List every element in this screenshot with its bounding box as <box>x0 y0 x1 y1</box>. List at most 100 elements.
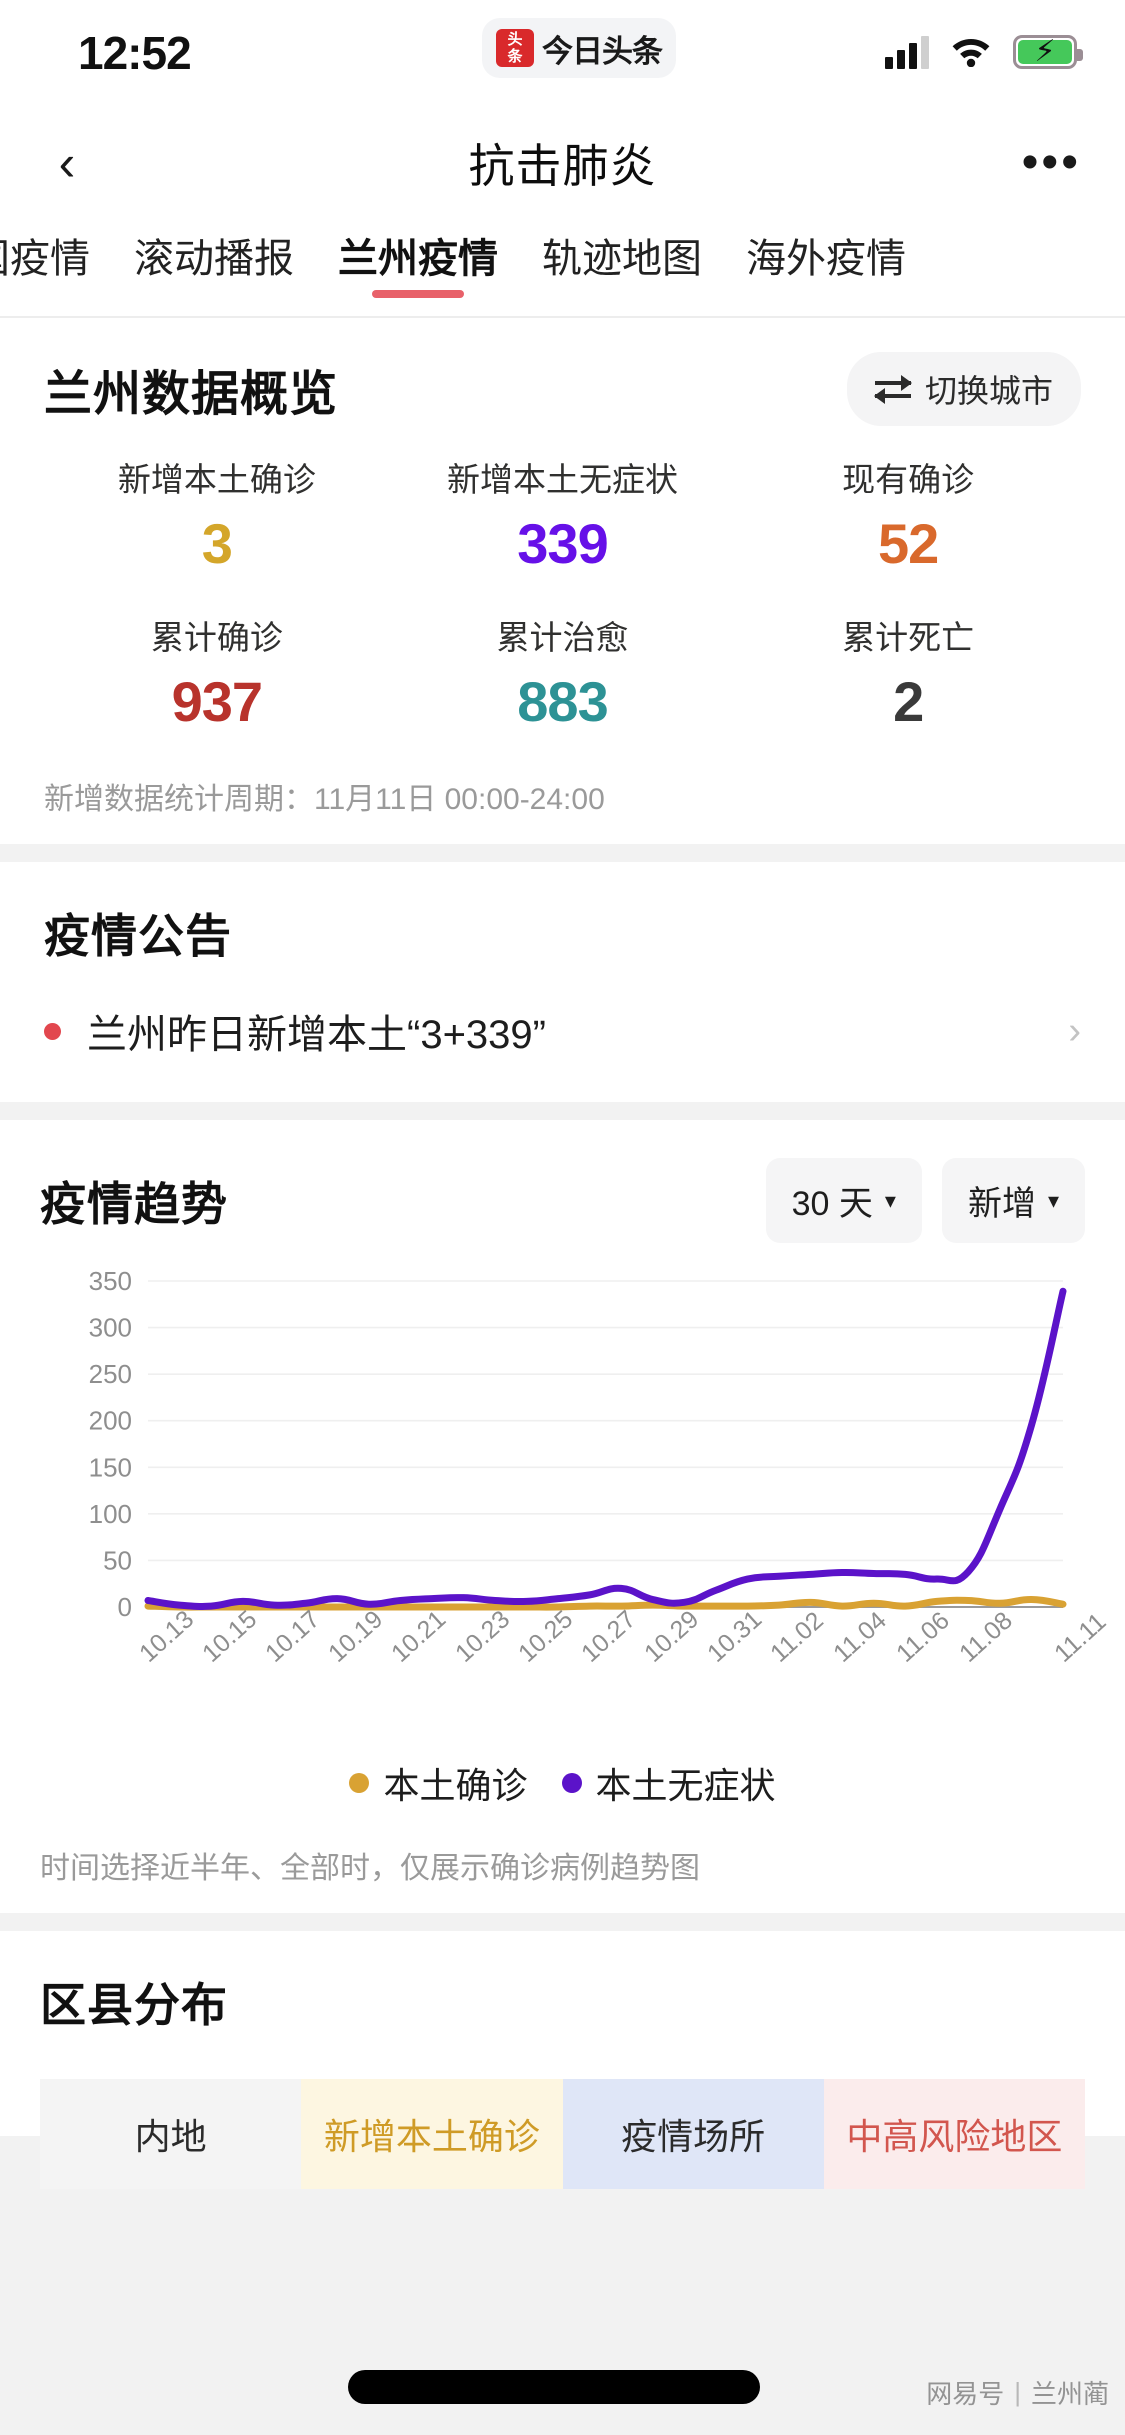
stat-label: 新增本土无症状 <box>447 461 678 498</box>
chart-legend: 本土确诊 本土无症状 <box>40 1757 1085 1809</box>
range-selector-dropdown[interactable]: 30 天 ▾ <box>765 1158 922 1243</box>
district-tab-mainland[interactable]: 内地 <box>40 2079 302 2189</box>
legend-dot-icon <box>349 1773 370 1793</box>
overview-card: 兰州数据概览 切换城市 新增本土确诊 3 新增本土无症状 339 现有确诊 52 <box>0 318 1125 844</box>
svg-text:350: 350 <box>89 1271 132 1296</box>
status-icons: ⚡ <box>885 26 1083 78</box>
statistics-period-note: 新增数据统计周期：11月11日 00:00-24:00 <box>44 783 605 816</box>
page-title: 抗击肺炎 <box>468 140 657 192</box>
chevron-down-icon: ▾ <box>1047 1187 1059 1213</box>
trend-chart[interactable]: 0 50 100 150 200 250 300 350 <box>40 1271 1085 1651</box>
trend-chart-svg: 0 50 100 150 200 250 300 350 <box>89 1271 1067 1622</box>
tab-trajectory-map-label: 轨迹地图 <box>542 237 702 281</box>
switch-city-button[interactable]: 切换城市 <box>846 352 1081 426</box>
stat-value: 883 <box>517 670 608 733</box>
district-section-title: 区县分布 <box>40 1979 228 2031</box>
svg-text:0: 0 <box>118 1592 132 1622</box>
tab-overseas[interactable]: 海外疫情 <box>724 224 928 294</box>
tab-national[interactable]: 国疫情 <box>0 224 112 294</box>
stat-label: 累计治愈 <box>496 619 629 656</box>
svg-text:200: 200 <box>89 1406 132 1436</box>
district-tab-label: 疫情场所 <box>621 2116 766 2157</box>
signal-bars-icon <box>885 35 929 69</box>
trend-controls: 30 天 ▾ 新增 ▾ <box>765 1158 1085 1243</box>
stat-value: 937 <box>171 670 263 733</box>
watermark-separator: | <box>1014 2377 1021 2407</box>
range-selector-label: 30 天 <box>791 1185 873 1223</box>
swap-arrows-icon <box>873 374 913 404</box>
overview-header: 兰州数据概览 切换城市 <box>44 352 1081 426</box>
tab-lanzhou-label: 兰州疫情 <box>338 237 498 281</box>
stat-total-recovered: 累计治愈 883 <box>390 612 736 740</box>
legend-item-local-confirmed[interactable]: 本土确诊 <box>349 1757 528 1809</box>
district-tab-new-local-confirmed[interactable]: 新增本土确诊 <box>301 2079 563 2189</box>
stat-value: 2 <box>893 670 924 733</box>
notice-section-title: 疫情公告 <box>44 910 232 962</box>
metric-selector-dropdown[interactable]: 新增 ▾ <box>941 1158 1085 1243</box>
district-card: 区县分布 内地 新增本土确诊 疫情场所 中高风险地区 <box>0 1931 1125 2189</box>
section-divider-3 <box>0 1913 1125 1931</box>
trend-section-title: 疫情趋势 <box>40 1177 228 1230</box>
status-bar: 12:52 头 条 今日头条 ⚡ <box>0 0 1125 108</box>
svg-text:250: 250 <box>89 1359 132 1389</box>
battery-charging-icon: ⚡ <box>1013 35 1083 69</box>
toutiao-app-badge: 头 条 今日头条 <box>482 18 676 78</box>
more-options-icon[interactable]: ••• <box>1021 136 1081 189</box>
legend-label: 本土确诊 <box>383 1765 528 1806</box>
legend-item-local-asymptomatic[interactable]: 本土无症状 <box>561 1757 776 1809</box>
chevron-right-icon[interactable]: › <box>1068 1009 1081 1052</box>
back-icon[interactable]: ‹ <box>58 135 76 191</box>
watermark: 网易号 | 兰州蔺 <box>926 2374 1109 2411</box>
stat-total-deaths: 累计死亡 2 <box>735 612 1081 740</box>
toutiao-logo-char-top: 头 <box>507 31 523 48</box>
stat-value: 3 <box>201 512 233 575</box>
status-time: 12:52 <box>78 27 192 79</box>
toutiao-logo-icon: 头 条 <box>496 29 534 67</box>
svg-text:50: 50 <box>103 1545 132 1575</box>
chart-x-axis-labels: 10.13 10.15 10.17 10.19 10.21 10.23 10.25 10.27… <box>40 1605 1111 1739</box>
district-tab-label: 中高风险地区 <box>846 2116 1063 2157</box>
stat-label: 累计确诊 <box>150 619 283 656</box>
section-divider <box>0 844 1125 862</box>
stat-current-confirmed: 现有确诊 52 <box>735 454 1081 582</box>
metric-selector-label: 新增 <box>967 1185 1036 1223</box>
district-tab-outbreak-venues[interactable]: 疫情场所 <box>562 2079 824 2189</box>
stat-total-confirmed: 累计确诊 937 <box>44 612 390 740</box>
stats-row-cumulative: 累计确诊 937 累计治愈 883 累计死亡 2 <box>44 612 1081 740</box>
legend-label: 本土无症状 <box>595 1765 776 1806</box>
toutiao-app-name: 今日头条 <box>542 33 663 69</box>
nav-header: ‹ 抗击肺炎 ••• <box>0 108 1125 218</box>
stat-new-local-asymptomatic: 新增本土无症状 339 <box>390 454 736 582</box>
tab-live-feed-label: 滚动播报 <box>134 237 294 281</box>
district-tab-bar[interactable]: 内地 新增本土确诊 疫情场所 中高风险地区 <box>40 2079 1085 2189</box>
tab-trajectory-map[interactable]: 轨迹地图 <box>520 224 724 294</box>
stat-label: 新增本土确诊 <box>117 461 316 498</box>
notice-list-item[interactable]: 兰州昨日新增本土“3+339” › <box>44 1002 1081 1060</box>
toutiao-logo-char-bottom: 条 <box>507 48 523 65</box>
district-tab-risk-areas[interactable]: 中高风险地区 <box>823 2079 1085 2189</box>
stat-new-local-confirmed: 新增本土确诊 3 <box>44 454 390 582</box>
tab-lanzhou[interactable]: 兰州疫情 <box>316 224 520 298</box>
tab-overseas-label: 海外疫情 <box>746 237 906 281</box>
overview-title: 兰州数据概览 <box>44 368 339 421</box>
tab-active-indicator <box>372 290 464 298</box>
svg-text:150: 150 <box>89 1452 132 1482</box>
stats-row-new: 新增本土确诊 3 新增本土无症状 339 现有确诊 52 <box>44 454 1081 582</box>
redaction-bar <box>348 2370 760 2404</box>
stat-label: 现有确诊 <box>842 461 975 498</box>
bullet-dot-icon <box>44 1022 61 1040</box>
trend-header: 疫情趋势 30 天 ▾ 新增 ▾ <box>40 1158 1085 1243</box>
switch-city-label: 切换城市 <box>924 373 1053 409</box>
watermark-author: 兰州蔺 <box>1030 2379 1109 2409</box>
stat-value: 339 <box>517 512 608 575</box>
tab-live-feed[interactable]: 滚动播报 <box>112 224 316 294</box>
section-divider-2 <box>0 1102 1125 1120</box>
trend-card: 疫情趋势 30 天 ▾ 新增 ▾ 0 50 100 150 200 250 300 350 1… <box>0 1120 1125 1913</box>
notice-item-text: 兰州昨日新增本土“3+339” <box>87 1013 546 1057</box>
tab-bar[interactable]: 国疫情 滚动播报 兰州疫情 轨迹地图 海外疫情 <box>0 218 1125 318</box>
svg-text:100: 100 <box>89 1499 132 1529</box>
stat-value: 52 <box>878 512 939 575</box>
notice-card: 疫情公告 兰州昨日新增本土“3+339” › <box>0 862 1125 1102</box>
district-tab-label: 新增本土确诊 <box>323 2116 540 2157</box>
